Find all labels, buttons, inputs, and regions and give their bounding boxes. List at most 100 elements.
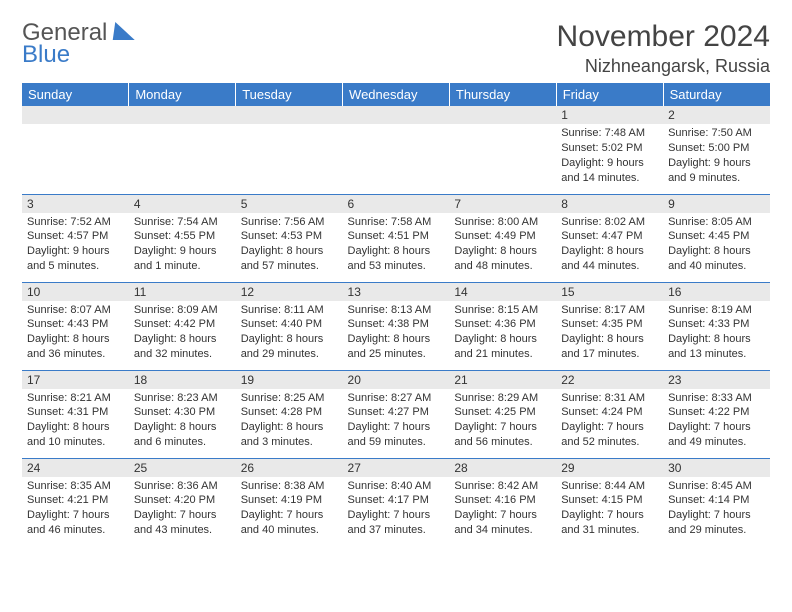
day-cell: 26Sunrise: 8:38 AMSunset: 4:19 PMDayligh… bbox=[236, 458, 343, 546]
day-body: Sunrise: 7:58 AMSunset: 4:51 PMDaylight:… bbox=[343, 213, 450, 278]
sunset-text: Sunset: 4:49 PM bbox=[454, 229, 551, 244]
day-cell: 30Sunrise: 8:45 AMSunset: 4:14 PMDayligh… bbox=[663, 458, 770, 546]
day-cell: 13Sunrise: 8:13 AMSunset: 4:38 PMDayligh… bbox=[343, 282, 450, 370]
day-cell: 10Sunrise: 8:07 AMSunset: 4:43 PMDayligh… bbox=[22, 282, 129, 370]
daylight-text: Daylight: 7 hours and 29 minutes. bbox=[668, 508, 765, 538]
day-body: Sunrise: 7:52 AMSunset: 4:57 PMDaylight:… bbox=[22, 213, 129, 278]
sunrise-text: Sunrise: 7:58 AM bbox=[348, 215, 445, 230]
daylight-text: Daylight: 7 hours and 37 minutes. bbox=[348, 508, 445, 538]
day-body: Sunrise: 8:45 AMSunset: 4:14 PMDaylight:… bbox=[663, 477, 770, 542]
day-number: 6 bbox=[343, 195, 450, 213]
sunset-text: Sunset: 4:19 PM bbox=[241, 493, 338, 508]
day-number: 18 bbox=[129, 371, 236, 389]
day-body: Sunrise: 8:09 AMSunset: 4:42 PMDaylight:… bbox=[129, 301, 236, 366]
day-body: Sunrise: 8:36 AMSunset: 4:20 PMDaylight:… bbox=[129, 477, 236, 542]
day-number: 29 bbox=[556, 459, 663, 477]
daylight-text: Daylight: 9 hours and 1 minute. bbox=[134, 244, 231, 274]
day-number: 10 bbox=[22, 283, 129, 301]
day-body: Sunrise: 8:07 AMSunset: 4:43 PMDaylight:… bbox=[22, 301, 129, 366]
daylight-text: Daylight: 8 hours and 44 minutes. bbox=[561, 244, 658, 274]
daylight-text: Daylight: 8 hours and 17 minutes. bbox=[561, 332, 658, 362]
sunrise-text: Sunrise: 7:48 AM bbox=[561, 126, 658, 141]
sunrise-text: Sunrise: 8:44 AM bbox=[561, 479, 658, 494]
day-cell: 9Sunrise: 8:05 AMSunset: 4:45 PMDaylight… bbox=[663, 194, 770, 282]
day-number: 8 bbox=[556, 195, 663, 213]
logo: General Blue bbox=[22, 20, 136, 67]
daylight-text: Daylight: 7 hours and 56 minutes. bbox=[454, 420, 551, 450]
daylight-text: Daylight: 7 hours and 40 minutes. bbox=[241, 508, 338, 538]
location: Nizhneangarsk, Russia bbox=[557, 56, 770, 77]
sunrise-text: Sunrise: 7:52 AM bbox=[27, 215, 124, 230]
calendar-head: Sunday Monday Tuesday Wednesday Thursday… bbox=[22, 83, 770, 106]
day-cell: 16Sunrise: 8:19 AMSunset: 4:33 PMDayligh… bbox=[663, 282, 770, 370]
sunset-text: Sunset: 4:15 PM bbox=[561, 493, 658, 508]
day-number bbox=[236, 106, 343, 124]
day-cell: 12Sunrise: 8:11 AMSunset: 4:40 PMDayligh… bbox=[236, 282, 343, 370]
daylight-text: Daylight: 8 hours and 25 minutes. bbox=[348, 332, 445, 362]
week-row: 1Sunrise: 7:48 AMSunset: 5:02 PMDaylight… bbox=[22, 106, 770, 194]
sunset-text: Sunset: 4:38 PM bbox=[348, 317, 445, 332]
day-body: Sunrise: 8:21 AMSunset: 4:31 PMDaylight:… bbox=[22, 389, 129, 454]
day-number: 19 bbox=[236, 371, 343, 389]
sunset-text: Sunset: 4:33 PM bbox=[668, 317, 765, 332]
day-body: Sunrise: 7:50 AMSunset: 5:00 PMDaylight:… bbox=[663, 124, 770, 189]
sunrise-text: Sunrise: 8:40 AM bbox=[348, 479, 445, 494]
day-cell: 15Sunrise: 8:17 AMSunset: 4:35 PMDayligh… bbox=[556, 282, 663, 370]
day-body: Sunrise: 8:29 AMSunset: 4:25 PMDaylight:… bbox=[449, 389, 556, 454]
sunset-text: Sunset: 4:28 PM bbox=[241, 405, 338, 420]
daylight-text: Daylight: 7 hours and 49 minutes. bbox=[668, 420, 765, 450]
sunrise-text: Sunrise: 8:00 AM bbox=[454, 215, 551, 230]
day-number bbox=[343, 106, 450, 124]
day-body: Sunrise: 8:33 AMSunset: 4:22 PMDaylight:… bbox=[663, 389, 770, 454]
day-cell: 23Sunrise: 8:33 AMSunset: 4:22 PMDayligh… bbox=[663, 370, 770, 458]
day-number: 11 bbox=[129, 283, 236, 301]
sunset-text: Sunset: 4:55 PM bbox=[134, 229, 231, 244]
day-cell: 8Sunrise: 8:02 AMSunset: 4:47 PMDaylight… bbox=[556, 194, 663, 282]
day-body: Sunrise: 8:23 AMSunset: 4:30 PMDaylight:… bbox=[129, 389, 236, 454]
logo-text: General Blue bbox=[22, 20, 136, 67]
day-cell: 14Sunrise: 8:15 AMSunset: 4:36 PMDayligh… bbox=[449, 282, 556, 370]
day-number: 15 bbox=[556, 283, 663, 301]
daylight-text: Daylight: 8 hours and 36 minutes. bbox=[27, 332, 124, 362]
day-body: Sunrise: 8:25 AMSunset: 4:28 PMDaylight:… bbox=[236, 389, 343, 454]
weekday-row: Sunday Monday Tuesday Wednesday Thursday… bbox=[22, 83, 770, 106]
sunset-text: Sunset: 4:30 PM bbox=[134, 405, 231, 420]
day-number: 26 bbox=[236, 459, 343, 477]
weekday-header: Tuesday bbox=[236, 83, 343, 106]
header-row: General Blue November 2024 Nizhneangarsk… bbox=[22, 20, 770, 77]
sunset-text: Sunset: 4:43 PM bbox=[27, 317, 124, 332]
day-number: 7 bbox=[449, 195, 556, 213]
day-cell: 18Sunrise: 8:23 AMSunset: 4:30 PMDayligh… bbox=[129, 370, 236, 458]
day-number: 9 bbox=[663, 195, 770, 213]
logo-line2: Blue bbox=[22, 43, 136, 67]
sunset-text: Sunset: 4:36 PM bbox=[454, 317, 551, 332]
day-cell: 28Sunrise: 8:42 AMSunset: 4:16 PMDayligh… bbox=[449, 458, 556, 546]
sunset-text: Sunset: 4:40 PM bbox=[241, 317, 338, 332]
day-number: 12 bbox=[236, 283, 343, 301]
day-cell: 19Sunrise: 8:25 AMSunset: 4:28 PMDayligh… bbox=[236, 370, 343, 458]
sunset-text: Sunset: 4:22 PM bbox=[668, 405, 765, 420]
day-number: 3 bbox=[22, 195, 129, 213]
weekday-header: Sunday bbox=[22, 83, 129, 106]
day-number: 22 bbox=[556, 371, 663, 389]
day-body: Sunrise: 8:13 AMSunset: 4:38 PMDaylight:… bbox=[343, 301, 450, 366]
day-cell: 7Sunrise: 8:00 AMSunset: 4:49 PMDaylight… bbox=[449, 194, 556, 282]
week-row: 3Sunrise: 7:52 AMSunset: 4:57 PMDaylight… bbox=[22, 194, 770, 282]
sunrise-text: Sunrise: 8:31 AM bbox=[561, 391, 658, 406]
sunset-text: Sunset: 4:25 PM bbox=[454, 405, 551, 420]
daylight-text: Daylight: 8 hours and 21 minutes. bbox=[454, 332, 551, 362]
day-number: 24 bbox=[22, 459, 129, 477]
weekday-header: Thursday bbox=[449, 83, 556, 106]
day-number: 13 bbox=[343, 283, 450, 301]
sunset-text: Sunset: 4:20 PM bbox=[134, 493, 231, 508]
sunset-text: Sunset: 5:02 PM bbox=[561, 141, 658, 156]
day-body: Sunrise: 8:00 AMSunset: 4:49 PMDaylight:… bbox=[449, 213, 556, 278]
day-body: Sunrise: 8:02 AMSunset: 4:47 PMDaylight:… bbox=[556, 213, 663, 278]
day-number: 25 bbox=[129, 459, 236, 477]
calendar-table: Sunday Monday Tuesday Wednesday Thursday… bbox=[22, 83, 770, 546]
sunrise-text: Sunrise: 7:54 AM bbox=[134, 215, 231, 230]
calendar-page: General Blue November 2024 Nizhneangarsk… bbox=[0, 0, 792, 556]
month-title: November 2024 bbox=[557, 20, 770, 54]
day-body: Sunrise: 8:44 AMSunset: 4:15 PMDaylight:… bbox=[556, 477, 663, 542]
daylight-text: Daylight: 7 hours and 34 minutes. bbox=[454, 508, 551, 538]
